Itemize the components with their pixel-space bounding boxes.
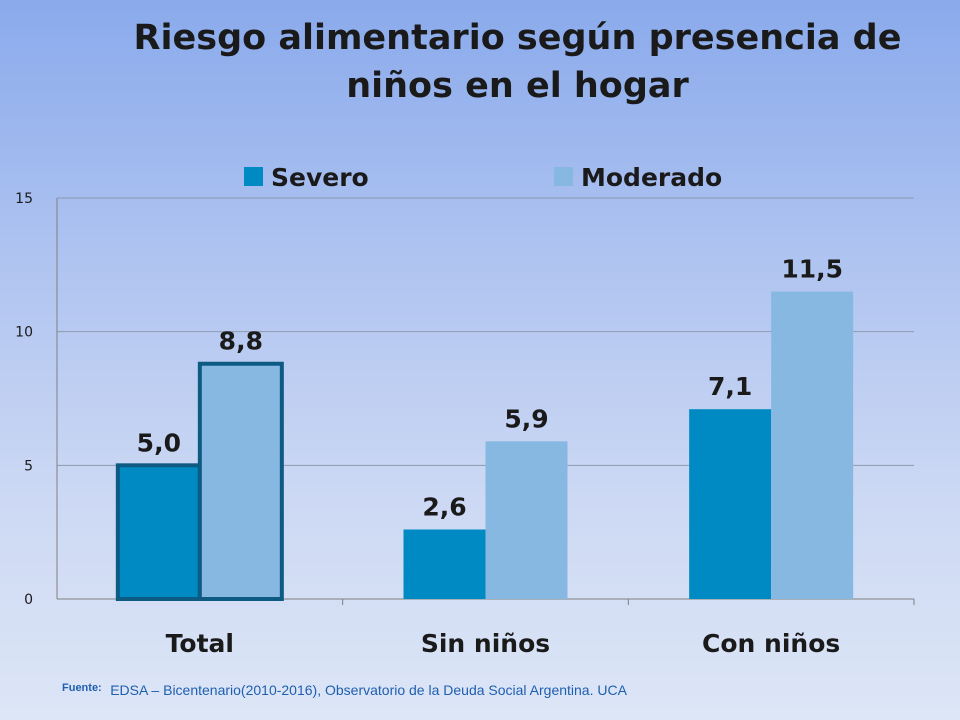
data-label: 5,9 [504, 404, 548, 433]
chart-title-line-2: niños en el hogar [346, 66, 689, 106]
bar-severo [403, 529, 486, 599]
source-footer: Fuente: EDSA – Bicentenario(2010-2016), … [62, 682, 627, 700]
y-tick-label: 5 [24, 458, 33, 474]
y-tick-label: 10 [15, 325, 33, 341]
bar-severo [115, 463, 202, 602]
x-tick-label: Con niños [702, 629, 840, 658]
legend-label: Severo [271, 163, 369, 192]
source-text: EDSA – Bicentenario(2010-2016), Observat… [110, 682, 627, 698]
legend-swatch-moderado [554, 167, 573, 186]
data-label: 8,8 [219, 327, 263, 356]
data-label: 11,5 [781, 255, 843, 284]
bar-severo [689, 409, 772, 599]
data-label: 5,0 [137, 428, 181, 457]
bar-moderado [485, 441, 568, 599]
source-label: Fuente: [62, 682, 102, 694]
x-tick-label: Sin niños [421, 629, 550, 658]
legend-label: Moderado [581, 163, 722, 192]
bar-moderado [771, 291, 854, 599]
data-label: 2,6 [422, 492, 466, 521]
chart-title-line-1: Riesgo alimentario según presencia de [133, 18, 902, 58]
y-tick-label: 0 [24, 592, 33, 608]
data-label: 7,1 [708, 372, 752, 401]
bar-moderado [197, 361, 284, 601]
chart-title: Riesgo alimentario según presencia de ni… [0, 14, 960, 110]
x-tick-label: Total [166, 629, 234, 658]
y-tick-label: 15 [15, 191, 33, 207]
legend-swatch-severo [244, 167, 263, 186]
